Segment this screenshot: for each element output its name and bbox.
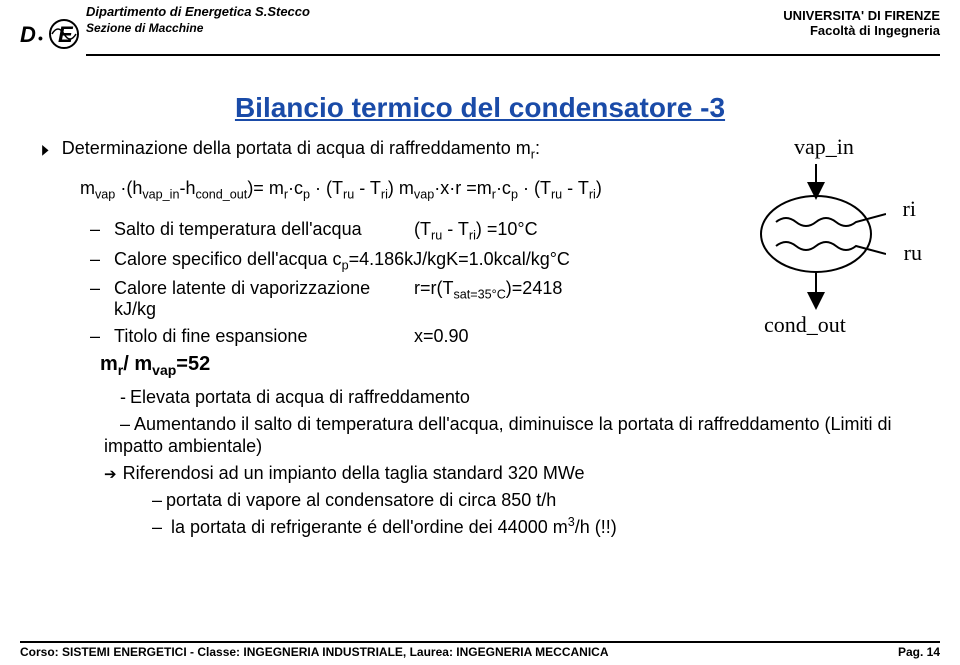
university-block: UNIVERSITA' DI FIRENZE Facoltà di Ingegn…: [783, 8, 940, 38]
diagram-label-ru: ru: [904, 240, 922, 266]
bullet-value: r=r(Tsat=35°C)=2418: [414, 278, 562, 320]
determ-sub: r: [531, 148, 535, 162]
condenser-svg: [746, 164, 886, 314]
condenser-diagram: vap_in ri ru cond_out: [716, 134, 916, 344]
sub-bullet: Riferendosi ad un impianto della taglia …: [104, 462, 920, 485]
header: D • E Dipartimento di Energetica S.Stecc…: [0, 0, 960, 68]
diagram-label-condout: cond_out: [764, 312, 846, 338]
univ-line2: Facoltà di Ingegneria: [783, 23, 940, 38]
dept-line2: Sezione di Macchine: [86, 21, 310, 35]
slide-page: D • E Dipartimento di Energetica S.Stecc…: [0, 0, 960, 665]
determ-text: Determinazione della portata di acqua di…: [62, 138, 531, 158]
logo-e: E: [58, 22, 73, 48]
footer-rule: [20, 641, 940, 643]
department-block: Dipartimento di Energetica S.Stecco Sezi…: [86, 4, 310, 35]
header-rule: [86, 54, 940, 56]
footer: Corso: SISTEMI ENERGETICI - Classe: INGE…: [20, 633, 940, 659]
bullet-label: Titolo di fine espansione: [114, 326, 414, 347]
univ-line1: UNIVERSITA' DI FIRENZE: [783, 8, 940, 23]
bullet-value: x=0.90: [414, 326, 469, 347]
bullet-label: Salto di temperatura dell'acqua: [114, 219, 414, 243]
diagram-label-vapin: vap_in: [794, 134, 854, 160]
logo-d: D: [20, 22, 36, 48]
diagram-label-ri: ri: [903, 196, 916, 222]
dept-line1: Dipartimento di Energetica S.Stecco: [86, 4, 310, 19]
sub-bullet: portata di vapore al condensatore di cir…: [152, 489, 920, 512]
ratio-line: mr/ mvap=52: [100, 353, 920, 378]
footer-row: Corso: SISTEMI ENERGETICI - Classe: INGE…: [20, 645, 940, 659]
sub-bullet: Elevata portata di acqua di raffreddamen…: [120, 386, 920, 409]
footer-left: Corso: SISTEMI ENERGETICI - Classe: INGE…: [20, 645, 609, 659]
logo-sep: •: [38, 30, 43, 46]
sub-bullet: Aumentando il salto di temperatura dell'…: [104, 413, 920, 458]
bullet-label: Calore latente di vaporizzazionekJ/kg: [114, 278, 414, 320]
logo: D • E: [20, 18, 80, 50]
footer-right: Pag. 14: [898, 645, 940, 659]
slide-title: Bilancio termico del condensatore -3: [0, 92, 960, 124]
sub-bullet: la portata di refrigerante é dell'ordine…: [152, 515, 920, 539]
bullet-value: (Tru - Tri) =10°C: [414, 219, 538, 243]
sub-bullet-list: Elevata portata di acqua di raffreddamen…: [120, 386, 920, 538]
